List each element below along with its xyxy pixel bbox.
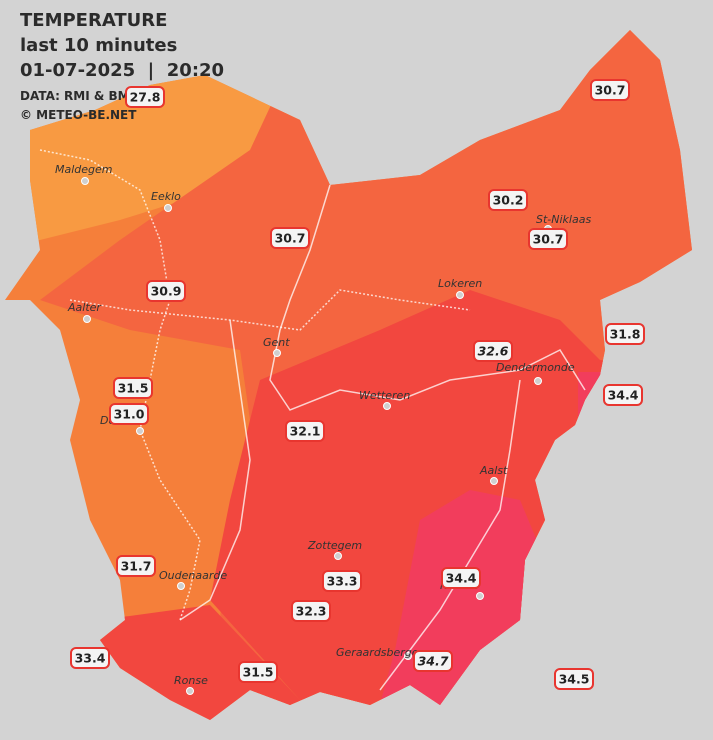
station-box <box>322 570 362 592</box>
city-dot <box>136 427 144 435</box>
city-dot <box>490 477 498 485</box>
subtitle: last 10 minutes <box>20 35 177 56</box>
station-value: 32.1 <box>290 424 321 439</box>
city-label: Lokeren <box>438 277 482 290</box>
station-box <box>146 280 186 302</box>
copyright: © METEO-BE.NET <box>20 108 137 122</box>
source: DATA: RMI & BMCB <box>20 89 148 103</box>
roads-rivers <box>39 149 586 691</box>
station-value: 31.5 <box>243 665 274 680</box>
city-label: Maldegem <box>55 163 113 176</box>
station-value: 33.3 <box>327 574 358 589</box>
station-value: 33.4 <box>75 651 106 666</box>
city-dot <box>273 349 281 357</box>
title: TEMPERATURE <box>20 10 167 31</box>
city-dot <box>164 204 172 212</box>
station-value: 30.7 <box>533 232 564 247</box>
station-value: 34.7 <box>418 654 449 669</box>
station-value: 31.5 <box>118 381 149 396</box>
city-dot <box>334 552 342 560</box>
station-box <box>116 555 156 577</box>
city-dot <box>534 377 542 385</box>
station-box <box>554 668 594 690</box>
city-label: Geraardsbergen <box>336 646 426 659</box>
station-value: 31.0 <box>114 407 145 422</box>
city-dot <box>404 652 412 660</box>
station-value: 34.4 <box>446 571 477 586</box>
station-value: 32.3 <box>296 604 327 619</box>
station-value: 30.2 <box>493 193 524 208</box>
station-box <box>113 377 153 399</box>
station-value: 31.7 <box>121 559 152 574</box>
station-box <box>109 403 149 425</box>
city-label: Gent <box>263 336 290 349</box>
city-dot <box>81 177 89 185</box>
city-dot <box>186 687 194 695</box>
city-label: Wetteren <box>359 389 410 402</box>
city-label: Aalst <box>479 464 508 477</box>
station-value: 30.7 <box>595 83 626 98</box>
station-box <box>270 227 310 249</box>
station-value: 30.9 <box>151 284 182 299</box>
city-dot <box>456 291 464 299</box>
city-label: Eeklo <box>151 190 181 203</box>
station-value: 32.6 <box>478 344 509 359</box>
station-value: 31.8 <box>610 327 641 342</box>
station-box <box>590 79 630 101</box>
city-label: Ronse <box>174 674 208 687</box>
city-dot <box>476 592 484 600</box>
station-box <box>488 189 528 211</box>
city-dot <box>177 582 185 590</box>
station-box <box>413 650 453 672</box>
station-box <box>238 661 278 683</box>
city-dot <box>83 315 91 323</box>
city-dot <box>383 402 391 410</box>
station-box <box>441 567 481 589</box>
zone <box>578 372 692 445</box>
station-box <box>285 420 325 442</box>
station-box <box>603 384 643 406</box>
station-box <box>605 323 645 345</box>
station-box <box>528 228 568 250</box>
station-box <box>473 340 513 362</box>
city-label: St-Niklaas <box>536 213 591 226</box>
station-value: 34.5 <box>559 672 590 687</box>
city-label: Aalter <box>67 301 102 314</box>
city-label: Zottegem <box>307 539 362 552</box>
datetime: 01-07-2025 | 20:20 <box>20 60 224 81</box>
city-label: Oudenaarde <box>159 569 227 582</box>
station-value: 27.8 <box>130 90 161 105</box>
station-box <box>70 647 110 669</box>
station-value: 30.7 <box>275 231 306 246</box>
station-box <box>291 600 331 622</box>
city-label: Dendermonde <box>496 361 575 374</box>
station-box <box>125 86 165 108</box>
station-value: 34.4 <box>608 388 639 403</box>
